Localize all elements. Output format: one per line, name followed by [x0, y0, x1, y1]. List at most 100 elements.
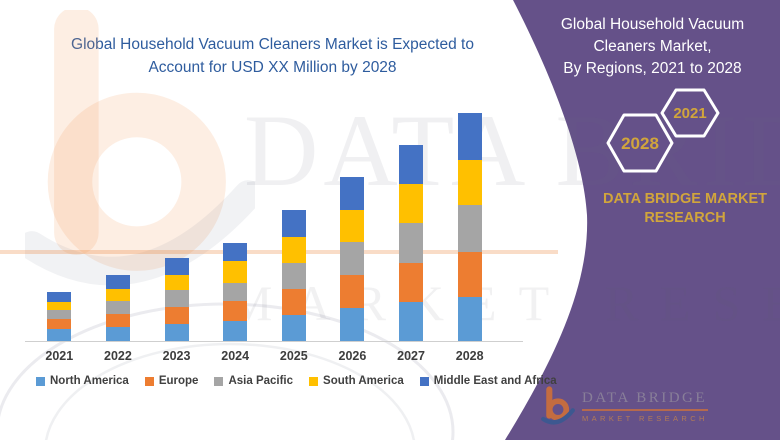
x-axis-label-2022: 2022: [104, 349, 132, 363]
bar-segment-asia-pacific: [457, 205, 482, 252]
bar-segment-middle-east-and-africa: [105, 275, 130, 289]
footer-logo-b-icon: [541, 386, 575, 425]
bar-segment-south-america: [399, 184, 424, 223]
x-axis-label-2021: 2021: [45, 349, 74, 363]
brand-name-line1: DATA BRIDGE MARKET: [602, 191, 768, 207]
brand-name-line2: RESEARCH: [644, 210, 726, 226]
legend-label: South America: [323, 375, 404, 387]
watermark-b-icon: [25, 10, 255, 286]
bar-segment-middle-east-and-africa: [457, 113, 482, 160]
legend-swatch: [309, 376, 319, 386]
bar-segment-south-america: [164, 275, 189, 290]
bar-segment-europe: [164, 307, 189, 324]
legend-swatch: [419, 376, 429, 386]
bar-segment-europe: [457, 252, 482, 297]
watermark-wordmark-line2: MARKET RESEARCH: [228, 275, 780, 331]
chart-legend: North America Europe Asia Pacific South Ame…: [36, 375, 557, 387]
legend-swatch: [36, 376, 45, 386]
legend-label: Europe: [158, 375, 199, 387]
x-axis-label-2024: 2024: [221, 349, 250, 363]
bar-segment-north-america: [457, 297, 482, 341]
bar-segment-europe: [223, 301, 248, 321]
side-panel-title: Global Household Vacuum Cleaners Market,…: [545, 14, 760, 80]
watermark-underline: [0, 250, 558, 254]
bar-segment-europe: [399, 263, 424, 302]
legend-swatch: [214, 376, 224, 386]
x-axis-label-2023: 2023: [162, 349, 191, 363]
bar-segment-europe: [47, 319, 72, 329]
bar-segment-south-america: [223, 261, 248, 283]
bar-segment-north-america: [164, 324, 189, 341]
bar-segment-north-america: [47, 329, 72, 341]
bar-segment-asia-pacific: [47, 310, 72, 319]
bar-stack: [281, 210, 306, 341]
bar-stack: [457, 113, 482, 341]
bar-column-2023: [147, 80, 206, 341]
bar-segment-north-america: [281, 315, 306, 341]
bar-stack: [223, 243, 248, 341]
side-panel-title-line3: By Regions, 2021 to 2028: [563, 60, 742, 77]
bar-stack: [164, 258, 189, 341]
bar-segment-north-america: [340, 308, 365, 341]
bar-segment-europe: [281, 289, 306, 315]
page-title: Global Household Vacuum Cleaners Market …: [35, 33, 510, 79]
x-axis-label-2025: 2025: [279, 349, 308, 363]
side-panel-title-line1: Global Household Vacuum: [560, 16, 745, 33]
legend-label: North America: [50, 375, 129, 387]
x-axis-label-2028: 2028: [455, 349, 484, 363]
bar-segment-asia-pacific: [281, 263, 306, 289]
legend-item-south-america: South America: [309, 375, 404, 387]
legend-label: Asia Pacific: [228, 375, 294, 387]
bar-stack: [340, 177, 365, 341]
bar-stack: [105, 275, 130, 341]
bar-segment-north-america: [223, 321, 248, 341]
x-axis-label-2026: 2026: [338, 349, 367, 363]
bar-segment-south-america: [105, 289, 130, 301]
bar-segment-asia-pacific: [340, 242, 365, 275]
bar-stack: [47, 292, 72, 341]
bar-segment-south-america: [47, 302, 72, 310]
footer-logo-name: DATA BRIDGE: [582, 390, 708, 411]
footer-logo-b-bowl: [546, 398, 570, 421]
legend-item-europe: Europe: [144, 375, 199, 387]
bar-segment-middle-east-and-africa: [47, 292, 72, 302]
x-axis-labels: 2021 2022 2023 2024 2025 2026 2027 2028: [30, 349, 499, 363]
legend-item-north-america: North America: [36, 375, 129, 387]
bar-segment-north-america: [105, 327, 130, 341]
footer-logo-tagline: MARKET RESEARCH: [582, 413, 708, 423]
bar-segment-south-america: [457, 160, 482, 205]
page-title-line2: Account for USD XX Million by 2028: [148, 59, 397, 76]
bar-segment-north-america: [399, 302, 424, 341]
brand-name: DATA BRIDGE MARKET RESEARCH: [586, 190, 780, 228]
footer-logo-text: DATA BRIDGE MARKET RESEARCH: [582, 390, 708, 423]
stacked-bar-chart: [30, 80, 499, 341]
footer-logo: DATA BRIDGE MARKET RESEARCH: [541, 386, 708, 426]
watermark-b-bowl: [47, 92, 226, 271]
bar-segment-middle-east-and-africa: [281, 210, 306, 237]
bar-segment-middle-east-and-africa: [223, 243, 248, 261]
watermark-b-swoosh: [25, 180, 255, 286]
watermark-arc-inner: [44, 342, 416, 440]
bar-column-2027: [382, 80, 441, 341]
bar-column-2021: [30, 80, 89, 341]
bar-column-2024: [206, 80, 265, 341]
footer-logo-swoosh: [541, 408, 575, 425]
bar-segment-middle-east-and-africa: [340, 177, 365, 210]
legend-swatch: [144, 376, 154, 386]
legend-label: Middle East and Africa: [433, 375, 557, 387]
bar-segment-europe: [105, 314, 130, 327]
side-panel-title-line2: Cleaners Market,: [593, 38, 712, 55]
x-axis-label-2027: 2027: [397, 349, 425, 363]
bar-segment-europe: [340, 275, 365, 308]
bar-column-2026: [323, 80, 382, 341]
bar-segment-south-america: [340, 210, 365, 242]
bar-segment-middle-east-and-africa: [399, 145, 424, 184]
legend-item-middle-east-and-africa: Middle East and Africa: [419, 375, 557, 387]
bar-stack: [399, 145, 424, 341]
bar-column-2022: [89, 80, 148, 341]
bar-segment-middle-east-and-africa: [164, 258, 189, 275]
bar-segment-asia-pacific: [223, 283, 248, 301]
bar-segment-asia-pacific: [399, 223, 424, 263]
bar-column-2025: [265, 80, 324, 341]
